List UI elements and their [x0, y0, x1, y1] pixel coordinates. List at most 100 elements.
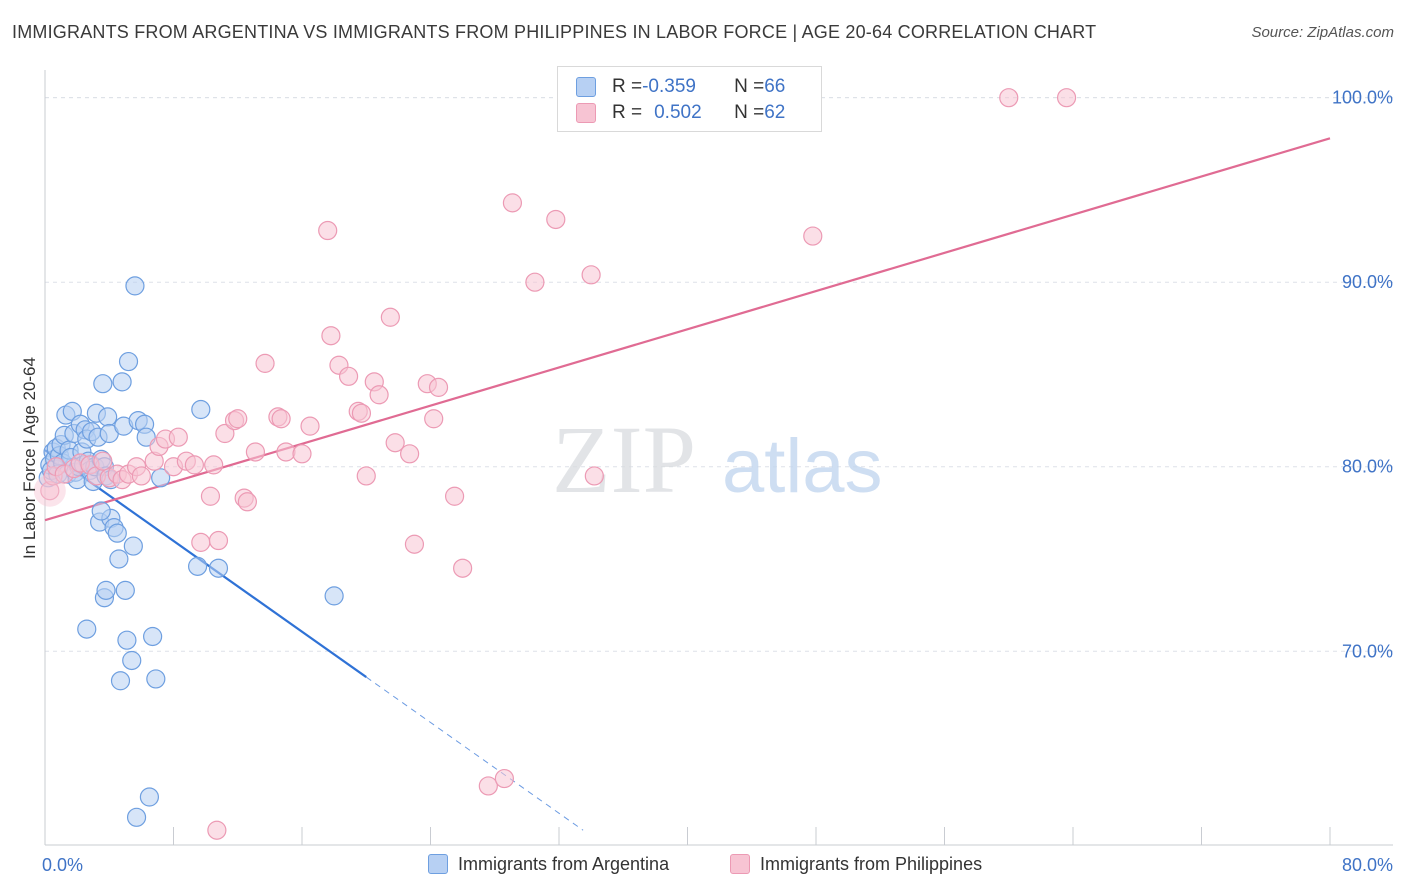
argentina-point	[125, 276, 145, 296]
philippines-point	[424, 409, 444, 429]
axes	[44, 70, 1393, 846]
legend-row-philippines: R = 0.502 N = 62	[576, 101, 785, 125]
x-tick-labels: 0.0% 80.0%	[42, 855, 1393, 875]
philippines-point	[444, 486, 465, 506]
philippines-point	[1056, 88, 1077, 108]
legend-n-label: N =	[734, 102, 765, 123]
argentina-point	[324, 586, 344, 606]
argentina-point	[77, 619, 97, 639]
philippines-point	[215, 423, 235, 444]
philippines-point	[400, 444, 420, 464]
philippines-point	[228, 409, 248, 429]
philippines-point	[207, 820, 227, 840]
philippines-point	[321, 326, 341, 346]
philippines-point	[380, 307, 400, 327]
y-tick-labels: 70.0% 80.0% 90.0% 100.0%	[1332, 88, 1393, 662]
chart-title: IMMIGRANTS FROM ARGENTINA VS IMMIGRANTS …	[12, 22, 1097, 42]
philippines-point	[93, 451, 113, 471]
argentina-point	[143, 626, 163, 647]
legend-r-value: 0.502	[654, 102, 702, 123]
x-tick-label: 0.0%	[42, 855, 83, 875]
legend-r-value: -0.359	[642, 76, 696, 97]
argentina-point	[109, 549, 129, 569]
chart-source: Source: ZipAtlas.com	[1251, 24, 1394, 41]
philippines-point	[131, 466, 151, 486]
philippines-point	[351, 403, 372, 423]
philippines-point	[803, 226, 823, 246]
philippines-point	[204, 455, 224, 475]
philippines-point	[494, 768, 514, 789]
philippines-legend-label: Immigrants from Philippines	[760, 853, 983, 874]
argentina-swatch	[576, 77, 596, 97]
argentina-point	[98, 407, 118, 427]
y-axis-label: In Labor Force | Age 20-64	[20, 357, 39, 559]
stats-legend: R = -0.359 N = 66 R = 0.502 N = 62	[557, 66, 822, 132]
philippines-point	[478, 776, 498, 796]
watermark-atlas: atlas	[722, 424, 883, 509]
x-tick-label: 80.0%	[1342, 855, 1393, 875]
philippines-point	[453, 558, 473, 578]
argentina-point	[118, 351, 139, 372]
philippines-point	[237, 492, 257, 512]
philippines-point	[369, 385, 389, 405]
y-tick-label: 100.0%	[1332, 88, 1393, 108]
legend-r-label: R =	[612, 102, 643, 123]
watermark-zip: ZIP	[552, 406, 696, 513]
bottom-legend-philippines: Immigrants from Philippines	[730, 852, 982, 876]
argentina-point	[91, 501, 111, 521]
argentina-point	[146, 669, 166, 689]
philippines-point	[191, 532, 211, 552]
argentina-legend-label: Immigrants from Argentina	[458, 853, 670, 874]
philippines-point	[999, 88, 1019, 108]
y-tick-label: 80.0%	[1342, 457, 1393, 477]
philippines-point	[546, 209, 566, 230]
philippines-point	[255, 353, 275, 373]
philippines-swatch	[576, 103, 596, 123]
y-tick-label: 90.0%	[1342, 272, 1393, 292]
philippines-point	[404, 534, 425, 554]
philippines-point	[208, 530, 229, 551]
argentina-point	[187, 556, 208, 576]
philippines-point	[318, 220, 338, 241]
philippines-point	[271, 409, 291, 429]
argentina-point	[107, 523, 127, 543]
philippines-point	[276, 442, 296, 462]
argentina-legend-swatch	[428, 854, 448, 874]
philippines-point	[292, 444, 312, 464]
argentina-point	[115, 580, 135, 600]
legend-r-label: R =	[612, 76, 643, 97]
philippines-cluster-point	[33, 474, 66, 507]
bottom-legend-argentina: Immigrants from Argentina	[428, 852, 669, 876]
philippines-point	[200, 486, 221, 506]
legend-n-value: 62	[764, 102, 786, 123]
philippines-point	[581, 265, 601, 285]
argentina-point	[110, 671, 131, 691]
philippines-point	[385, 433, 405, 453]
argentina-point	[93, 374, 113, 394]
philippines-point	[525, 272, 545, 292]
philippines-point	[245, 442, 266, 462]
philippines-point	[168, 427, 188, 447]
argentina-point	[122, 650, 142, 671]
philippines-point	[356, 466, 376, 486]
argentina-point	[96, 580, 116, 600]
argentina-point	[151, 468, 171, 488]
argentina-point	[191, 399, 211, 420]
argentina-trend-extension	[365, 676, 584, 831]
data-points	[33, 88, 1077, 840]
y-tick-label: 70.0%	[1342, 641, 1393, 661]
philippines-point	[502, 193, 523, 213]
philippines-point	[300, 416, 320, 436]
argentina-point	[112, 372, 132, 392]
legend-n-value: 66	[764, 76, 786, 97]
philippines-point	[184, 455, 204, 475]
legend-row-argentina: R = -0.359 N = 66	[576, 75, 785, 99]
philippines-legend-swatch	[730, 854, 750, 874]
argentina-point	[126, 807, 147, 827]
argentina-point	[123, 536, 143, 556]
argentina-point	[208, 558, 229, 578]
philippines-point	[338, 366, 359, 386]
argentina-point	[117, 630, 137, 650]
